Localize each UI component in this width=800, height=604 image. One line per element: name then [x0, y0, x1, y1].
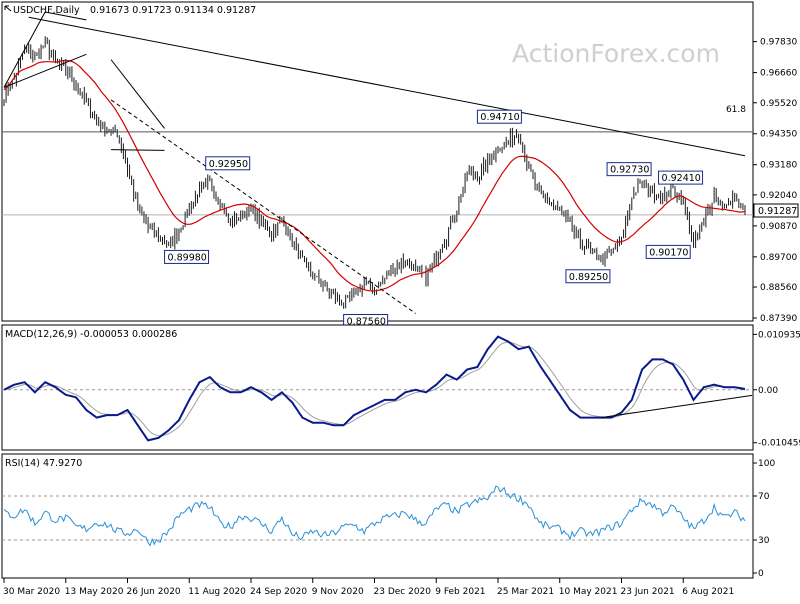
channel-upper-line [45, 11, 87, 21]
annotation-label: 0.94710 [480, 112, 519, 123]
macd-tick-label: 0.00 [758, 386, 778, 396]
annotation-label: 0.89250 [569, 272, 608, 283]
x-tick-label: 11 Aug 2020 [188, 587, 246, 597]
macd-signal-line [3, 341, 746, 437]
x-tick-label: 26 Jun 2020 [127, 587, 181, 597]
rsi-axis-ticks: 100 70 30 0 [753, 459, 775, 579]
price-tick-label: 0.93180 [760, 161, 797, 171]
macd-panel-frame [1, 324, 754, 451]
collapse-arrow-icon[interactable] [4, 5, 12, 12]
rsi-tick-label: 70 [758, 492, 770, 502]
channel-entry-line [3, 11, 46, 88]
x-tick-label: 30 Mar 2020 [3, 587, 60, 597]
annotation-box [645, 244, 691, 259]
x-axis: 30 Mar 2020 13 May 2020 26 Jun 2020 11 Aug … [3, 578, 734, 597]
moving-average-line [3, 59, 746, 292]
annotation-box [606, 162, 652, 177]
x-tick-label: 9 Feb 2021 [435, 587, 485, 597]
macd-panel: 0.010935 0.00 -0.010459 MACD(12,26,9) -0.0… [1, 324, 800, 451]
macd-label: MACD(12,26,9) -0.000053 0.000286 [5, 329, 177, 340]
x-tick-label: 23 Dec 2020 [374, 587, 432, 597]
rsi-tick-label: 100 [758, 459, 775, 469]
major-downtrend-line [28, 16, 746, 157]
annotation-box [658, 170, 704, 185]
x-tick-label: 10 May 2021 [559, 587, 618, 597]
current-price-marker: 0.91287 [753, 203, 799, 218]
rsi-tick-label: 0 [758, 569, 764, 579]
macd-tick-label: -0.010459 [758, 439, 800, 449]
macd-tick-label: 0.010935 [758, 330, 800, 340]
x-tick-label: 23 Jun 2021 [621, 587, 675, 597]
wedge-lower-line [111, 149, 165, 151]
price-tick-label: 0.88560 [760, 283, 797, 293]
channel-lower-line [3, 53, 87, 88]
macd-axis-ticks: 0.010935 0.00 -0.010459 [753, 330, 800, 449]
watermark: ActionForex.com [512, 39, 720, 68]
x-tick-label: 13 May 2020 [65, 587, 124, 597]
rsi-line [3, 485, 746, 547]
x-tick-label: 6 Aug 2021 [682, 587, 734, 597]
price-annotations: 0.92950 0.89980 0.87560 0.94710 0.92730 0.924… [164, 109, 704, 328]
price-candles [3, 36, 746, 309]
price-ma [3, 59, 746, 292]
dashed-channel-line [110, 99, 416, 314]
annotation-label: 0.92730 [610, 165, 649, 176]
price-tick-label: 0.92040 [760, 191, 797, 201]
rsi-label: RSI(14) 47.9270 [5, 458, 82, 469]
wedge-upper-line [110, 59, 165, 129]
annotation-label: 0.89980 [168, 252, 207, 263]
trendlines [3, 11, 746, 314]
x-tick-label: 25 Mar 2021 [497, 587, 554, 597]
annotation-box [565, 269, 611, 284]
macd-line [3, 335, 746, 442]
annotation-box [476, 109, 522, 124]
annotation-label: 0.87560 [347, 316, 386, 327]
rsi-tick-label: 30 [758, 536, 770, 546]
macd-trendline [600, 394, 753, 419]
annotation-label: 0.90170 [649, 247, 688, 258]
rsi-lines [2, 485, 753, 547]
price-tick-label: 0.96660 [760, 69, 797, 79]
rsi-panel: 100 70 30 0 RSI(14) 47.9270 [1, 453, 775, 579]
current-price-label: 0.91287 [758, 206, 797, 217]
rsi-panel-frame [1, 453, 754, 579]
price-axis-ticks: 0.97830 0.96660 0.95520 0.94350 0.93180 0.920… [753, 38, 797, 324]
annotation-box [205, 156, 251, 171]
price-panel: 0.97830 0.96660 0.95520 0.94350 0.93180 0.920… [1, 1, 799, 328]
price-header: USDCHF,Daily 0.91673 0.91723 0.91134 0.9… [4, 5, 256, 16]
annotation-label: 0.92410 [662, 173, 701, 184]
annotation-box [164, 249, 210, 264]
x-tick-label: 24 Sep 2020 [250, 587, 307, 597]
ohlc-label: 0.91673 0.91723 0.91134 0.91287 [90, 5, 256, 16]
annotation-label: 0.92950 [209, 159, 248, 170]
price-tick-label: 0.89700 [760, 253, 797, 263]
macd-lines [2, 335, 753, 442]
x-tick-label: 9 Nov 2020 [312, 587, 364, 597]
current-price-box [753, 203, 799, 218]
price-tick-label: 0.95520 [760, 99, 797, 109]
price-tick-label: 0.97830 [760, 38, 797, 48]
symbol-label: USDCHF,Daily [13, 5, 80, 16]
price-tick-label: 0.94350 [760, 130, 797, 140]
fib-level-label: 61.8 [726, 105, 746, 115]
price-tick-label: 0.90870 [760, 222, 797, 232]
price-tick-label: 0.87390 [760, 314, 797, 324]
